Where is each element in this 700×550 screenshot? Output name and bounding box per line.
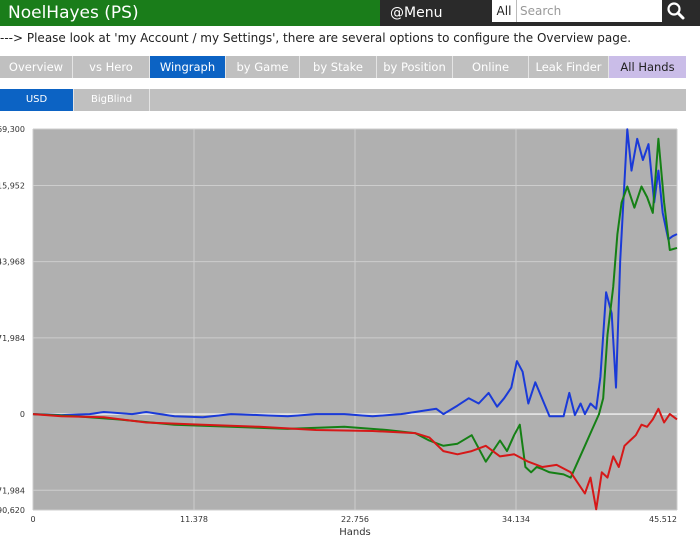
y-tick-label: 143,968 [0, 258, 25, 267]
search-button[interactable] [663, 0, 689, 22]
series-line-0 [32, 128, 678, 419]
y-tick-label: 0 [20, 410, 25, 419]
wingraph-chart: 0 11.378 22.756 34.134 45.512 269,300 215,952 1… [0, 120, 700, 546]
tab-leak-finder[interactable]: Leak Finder [529, 56, 609, 78]
search-input[interactable] [517, 0, 662, 22]
x-tick-label: 45.512 [649, 515, 677, 524]
y-tick-label: -90,620 [0, 506, 25, 515]
tab-bar: Overview vs Hero Wingraph by Game by Sta… [0, 56, 686, 78]
y-tick-label: -71,984 [0, 486, 25, 495]
x-tick-label: 11.378 [180, 515, 208, 524]
page-title: NoelHayes (PS) [0, 0, 380, 26]
top-bar: NoelHayes (PS) @Menu All [0, 0, 700, 26]
x-axis-label: Hands [339, 527, 371, 538]
chart-canvas: 0 11.378 22.756 34.134 45.512 269,300 215,952 1… [0, 125, 678, 538]
tab-usd[interactable]: USD [0, 89, 74, 111]
x-tick-label: 0 [30, 515, 35, 524]
series-line-2 [32, 407, 678, 511]
tab-online[interactable]: Online [453, 56, 529, 78]
tab-by-game[interactable]: by Game [226, 56, 300, 78]
tab-bigblind[interactable]: BigBlind [74, 89, 150, 111]
series-line-1 [32, 137, 678, 479]
tab-by-stake[interactable]: by Stake [300, 56, 377, 78]
currency-tab-bar: USD BigBlind [0, 89, 686, 111]
y-tick-label: 71,984 [0, 334, 25, 343]
y-tick-label: 215,952 [0, 181, 25, 190]
tab-overview[interactable]: Overview [0, 56, 73, 78]
y-tick-label: 269,300 [0, 125, 25, 134]
search-scope-select[interactable]: All [492, 0, 517, 22]
tab-wingraph[interactable]: Wingraph [150, 56, 226, 78]
settings-notice: ---> Please look at 'my Account / my Set… [0, 31, 632, 45]
tab-vs-hero[interactable]: vs Hero [73, 56, 150, 78]
tab-all-hands[interactable]: All Hands [609, 56, 686, 78]
x-tick-label: 22.756 [341, 515, 369, 524]
search-icon [667, 2, 685, 20]
menu-button[interactable]: @Menu [390, 5, 443, 21]
tab-by-position[interactable]: by Position [377, 56, 453, 78]
x-tick-label: 34.134 [502, 515, 530, 524]
